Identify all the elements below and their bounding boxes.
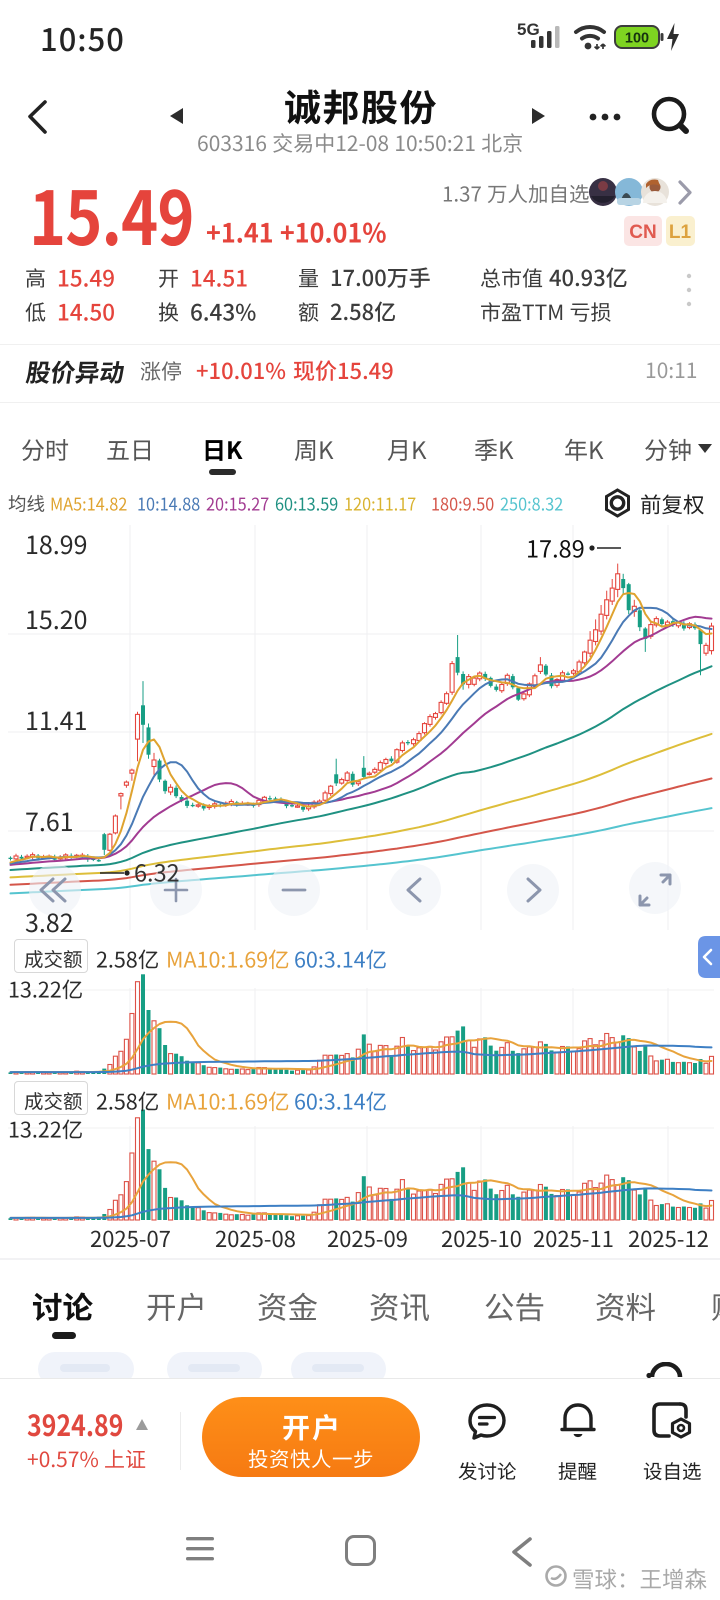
svg-text:100: 100 [625, 31, 649, 47]
